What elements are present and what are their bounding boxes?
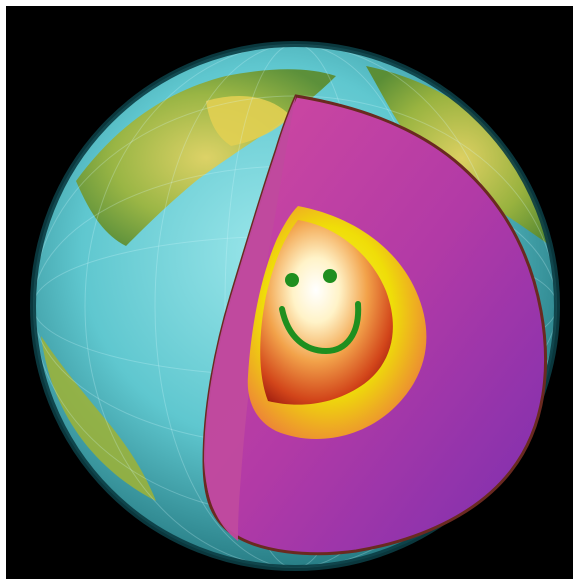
inner-core — [260, 220, 393, 405]
smiley-right-eye — [323, 269, 337, 283]
smiley-left-eye — [285, 273, 299, 287]
smiley-mouth — [279, 301, 362, 355]
smiley-face — [279, 269, 362, 355]
globe-rim — [30, 41, 560, 571]
cutaway — [202, 94, 548, 556]
cut-face — [204, 96, 296, 541]
landmasses — [41, 66, 557, 501]
earth-illustration — [30, 41, 560, 571]
image-canvas — [6, 6, 573, 579]
